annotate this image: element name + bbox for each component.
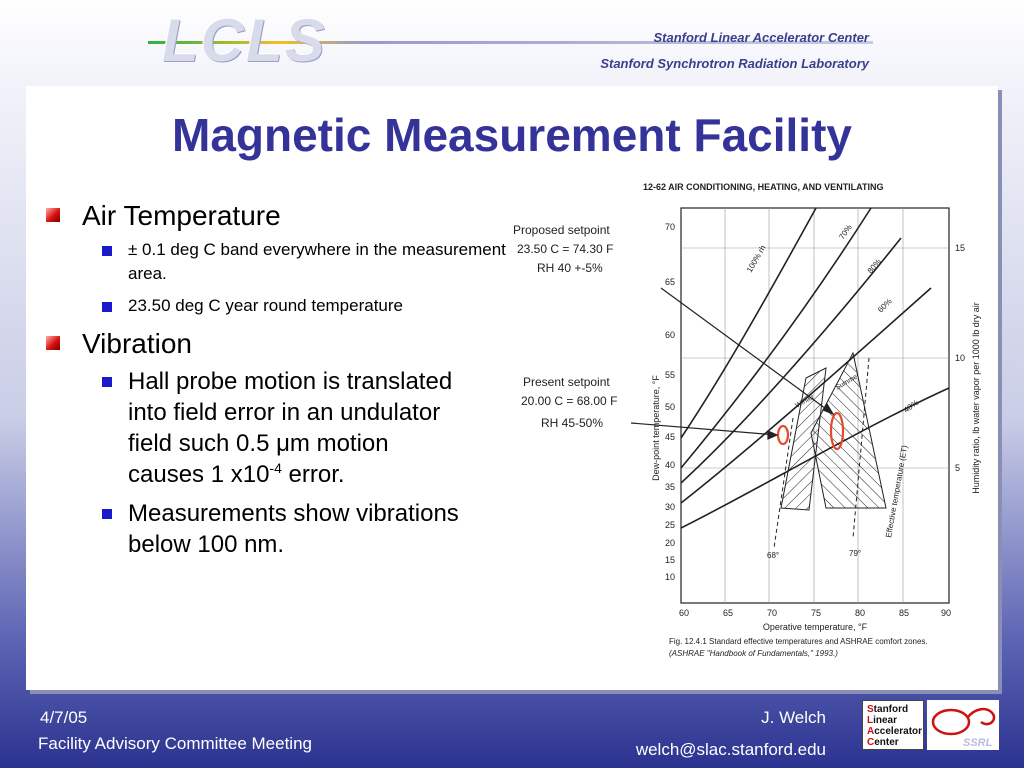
sub-bullet-measurements: Measurements show vibrations below 100 n… bbox=[46, 498, 466, 560]
rh-curves bbox=[680, 207, 950, 529]
svg-text:RH 40 +-5%: RH 40 +-5% bbox=[537, 261, 603, 275]
svg-text:68°: 68° bbox=[767, 551, 779, 560]
svg-text:5: 5 bbox=[955, 463, 960, 473]
slide-header: LCLS Stanford Linear Accelerator Center … bbox=[0, 0, 1024, 82]
svg-text:85: 85 bbox=[899, 608, 909, 618]
svg-text:RH 45-50%: RH 45-50% bbox=[541, 416, 603, 430]
svg-text:40%: 40% bbox=[902, 398, 920, 415]
svg-text:25: 25 bbox=[665, 520, 675, 530]
sub-bullet-year-round-temperature: 23.50 deg C year round temperature bbox=[46, 294, 516, 318]
svg-text:60%: 60% bbox=[876, 297, 894, 315]
svg-text:20.00 C = 68.00 F: 20.00 C = 68.00 F bbox=[521, 394, 617, 408]
blue-square-bullet-icon bbox=[102, 246, 112, 256]
lcls-logo: LCLS bbox=[162, 7, 327, 74]
svg-text:70: 70 bbox=[665, 222, 675, 232]
x-axis-label: Operative temperature, °F bbox=[763, 622, 868, 632]
org-ssrl: Stanford Synchrotron Radiation Laborator… bbox=[600, 56, 869, 71]
callout-arrows bbox=[630, 287, 835, 440]
sub-bullet-hall-probe: Hall probe motion is translated into fie… bbox=[46, 366, 466, 490]
bullet-vibration: Vibration bbox=[46, 326, 516, 362]
ssrl-logo: SSRL bbox=[927, 700, 999, 750]
proposed-setpoint-label: Proposed setpoint 23.50 C = 74.30 F RH 4… bbox=[513, 223, 613, 275]
blue-square-bullet-icon bbox=[102, 509, 112, 519]
slac-badge-logo: Stanford Linear Accelerator Center bbox=[862, 700, 924, 750]
present-setpoint-label: Present setpoint 20.00 C = 68.00 F RH 45… bbox=[521, 375, 617, 430]
svg-text:40: 40 bbox=[665, 460, 675, 470]
red-square-bullet-icon bbox=[46, 208, 60, 222]
svg-text:30: 30 bbox=[665, 502, 675, 512]
book-page-header: 12-62 AIR CONDITIONING, HEATING, AND VEN… bbox=[643, 182, 884, 192]
red-square-bullet-icon bbox=[46, 336, 60, 350]
comfort-zone-chart-figure: 12-62 AIR CONDITIONING, HEATING, AND VEN… bbox=[481, 178, 1001, 688]
svg-text:23.50 C = 74.30 F: 23.50 C = 74.30 F bbox=[517, 242, 613, 256]
blue-square-bullet-icon bbox=[102, 377, 112, 387]
svg-text:10: 10 bbox=[665, 572, 675, 582]
svg-text:15: 15 bbox=[955, 243, 965, 253]
footer-date: 4/7/05 bbox=[40, 708, 88, 727]
summer-zone bbox=[810, 351, 887, 509]
comfort-zone-chart: 12-62 AIR CONDITIONING, HEATING, AND VEN… bbox=[513, 182, 981, 658]
svg-text:15: 15 bbox=[665, 555, 675, 565]
svg-text:90: 90 bbox=[941, 608, 951, 618]
svg-text:65: 65 bbox=[723, 608, 733, 618]
footer-author: J. Welch bbox=[761, 708, 826, 727]
winter-zone bbox=[780, 367, 827, 511]
y2-axis-label: Humidity ratio, lb water vapor per 1000 … bbox=[971, 302, 981, 494]
svg-text:60: 60 bbox=[665, 330, 675, 340]
y2-axis-ticks: 15 10 5 bbox=[955, 243, 965, 473]
slide-title: Magnetic Measurement Facility bbox=[172, 109, 852, 161]
svg-text:45: 45 bbox=[665, 432, 675, 442]
svg-text:80%: 80% bbox=[866, 257, 883, 275]
present-setpoint-marker bbox=[776, 424, 790, 446]
blue-square-bullet-icon bbox=[102, 302, 112, 312]
svg-text:80: 80 bbox=[855, 608, 865, 618]
x-axis-ticks: 60 65 70 75 80 85 90 bbox=[679, 608, 951, 618]
logo-rainbow-line bbox=[148, 41, 873, 44]
svg-text:20: 20 bbox=[665, 538, 675, 548]
org-slac: Stanford Linear Accelerator Center bbox=[653, 30, 869, 45]
figure-caption: Fig. 12.4.1 Standard effective temperatu… bbox=[669, 637, 928, 658]
svg-text:70: 70 bbox=[767, 608, 777, 618]
y-axis-ticks: 70 65 60 55 50 45 40 35 30 25 20 15 10 bbox=[665, 222, 675, 582]
svg-text:50: 50 bbox=[665, 402, 675, 412]
svg-text:Proposed setpoint: Proposed setpoint bbox=[513, 223, 610, 237]
bullet-list: Air Temperature ± 0.1 deg C band everywh… bbox=[46, 198, 516, 568]
rh-labels: 100% rh 70% 80% 60% 40% bbox=[745, 223, 920, 415]
svg-text:65: 65 bbox=[665, 277, 675, 287]
svg-text:SSRL: SSRL bbox=[963, 737, 993, 749]
svg-text:Effective temperature (ET): Effective temperature (ET) bbox=[884, 444, 909, 538]
proposed-setpoint-marker bbox=[829, 411, 845, 451]
slide-panel: Magnetic Measurement Facility Air Temper… bbox=[26, 86, 998, 690]
sub-bullet-temperature-band: ± 0.1 deg C band everywhere in the measu… bbox=[46, 238, 516, 286]
svg-text:55: 55 bbox=[665, 370, 675, 380]
plot-frame bbox=[680, 207, 950, 604]
footer-email: welch@slac.stanford.edu bbox=[635, 740, 826, 759]
svg-text:10: 10 bbox=[955, 353, 965, 363]
bullet-air-temperature: Air Temperature bbox=[46, 198, 516, 234]
svg-text:Fig. 12.4.1 Standard effectiv: Fig. 12.4.1 Standard effective temperatu… bbox=[669, 637, 928, 646]
svg-text:(ASHRAE "Handbook of Fundament: (ASHRAE "Handbook of Fundamentals," 1993… bbox=[669, 649, 838, 658]
svg-text:75: 75 bbox=[811, 608, 821, 618]
footer-meeting: Facility Advisory Committee Meeting bbox=[38, 734, 312, 753]
svg-text:Present setpoint: Present setpoint bbox=[523, 375, 610, 389]
y-axis-label: Dew-point temperature, °F bbox=[651, 375, 661, 481]
svg-text:35: 35 bbox=[665, 482, 675, 492]
svg-text:60: 60 bbox=[679, 608, 689, 618]
svg-text:79°: 79° bbox=[849, 549, 861, 558]
